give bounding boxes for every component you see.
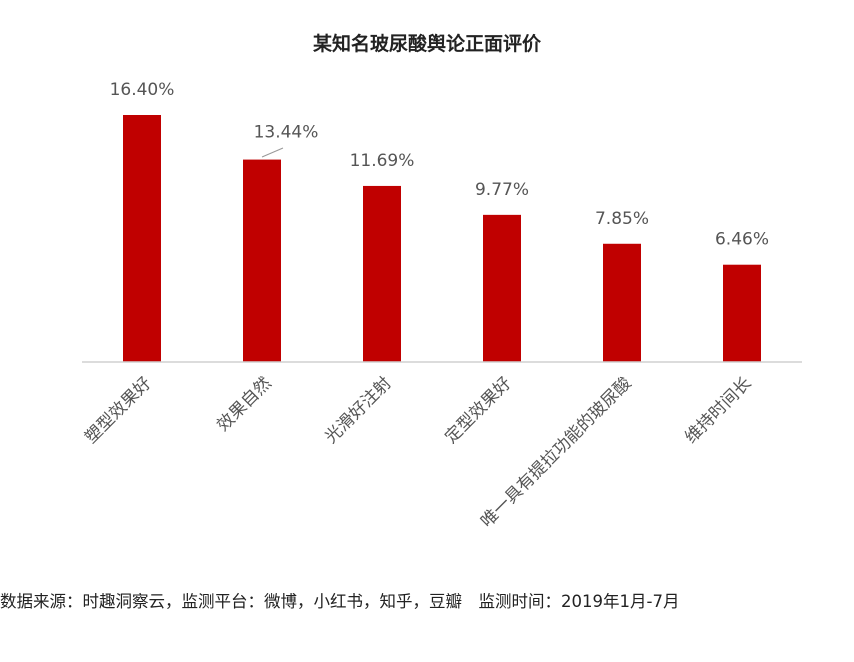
category-label-2: 效果自然 [213, 373, 275, 435]
data-label-2: 13.44% [254, 123, 319, 143]
bar-chart: 某知名玻尿酸舆论正面评价 16.40% 13.44% 11.69% 9.77% 7.85… [81, 32, 802, 532]
data-labels-group: 16.40% 13.44% 11.69% 9.77% 7.85% 6.46% [110, 80, 769, 250]
source-note: 数据来源：时趣洞察云，监测平台：微博，小红书，知乎，豆瓣 监测时间：2019年1… [0, 592, 680, 611]
bar-4 [483, 214, 521, 362]
bar-3 [363, 185, 401, 362]
bar-6 [723, 264, 761, 362]
data-label-5: 7.85% [595, 209, 649, 229]
bar-2 [243, 159, 281, 362]
data-label-6: 6.46% [715, 230, 769, 250]
label-leader-line [261, 147, 284, 158]
data-label-4: 9.77% [475, 180, 529, 200]
bar-1 [123, 115, 161, 362]
data-label-1: 16.40% [110, 80, 175, 100]
chart-title: 某知名玻尿酸舆论正面评价 [313, 32, 542, 55]
category-label-4: 定型效果好 [441, 373, 515, 447]
category-label-3: 光滑好注射 [321, 373, 395, 447]
category-label-6: 维持时间长 [681, 373, 755, 447]
bar-5 [603, 243, 641, 362]
category-label-1: 塑型效果好 [81, 373, 155, 447]
data-label-3: 11.69% [350, 151, 415, 171]
bars-group [123, 115, 761, 362]
